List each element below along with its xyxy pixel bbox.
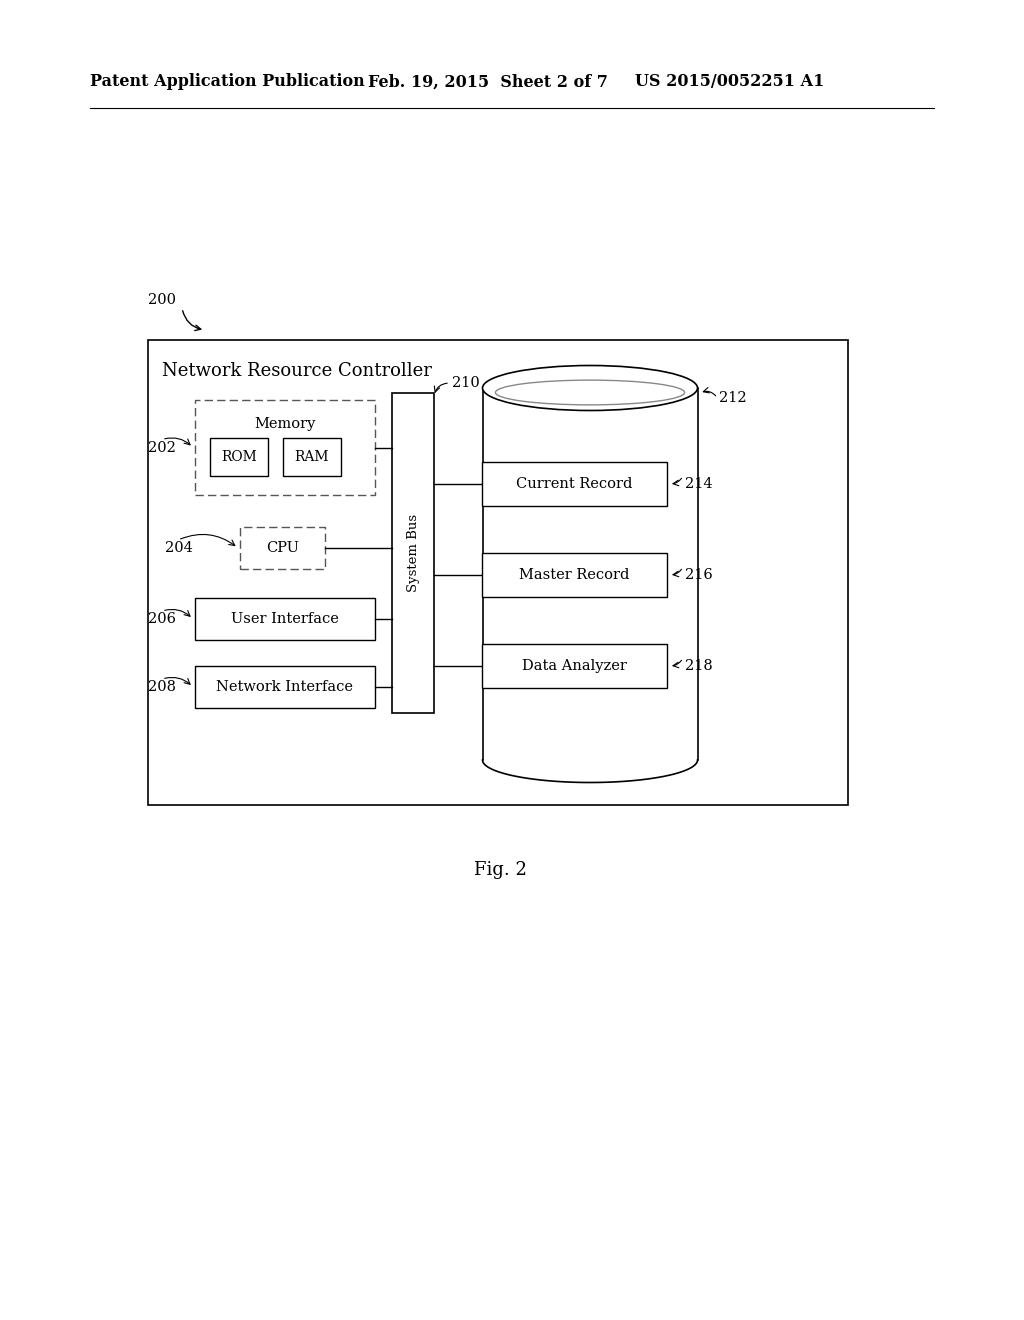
Text: RAM: RAM	[295, 450, 330, 465]
Bar	[195, 598, 375, 640]
Ellipse shape	[482, 366, 697, 411]
Text: 202: 202	[148, 441, 176, 454]
Text: User Interface: User Interface	[231, 612, 339, 626]
Text: Memory: Memory	[254, 417, 315, 432]
Text: 212: 212	[720, 391, 748, 405]
Text: Current Record: Current Record	[516, 477, 633, 491]
Text: Feb. 19, 2015  Sheet 2 of 7: Feb. 19, 2015 Sheet 2 of 7	[368, 74, 608, 91]
Text: 214: 214	[685, 477, 713, 491]
Text: 206: 206	[148, 612, 176, 626]
Bar	[482, 553, 667, 597]
Text: 210: 210	[452, 376, 480, 389]
Bar	[210, 438, 268, 477]
Bar	[195, 400, 375, 495]
Text: CPU: CPU	[266, 541, 299, 554]
Text: Patent Application Publication: Patent Application Publication	[90, 74, 365, 91]
Bar	[283, 438, 341, 477]
Text: System Bus: System Bus	[407, 513, 420, 593]
Text: Master Record: Master Record	[519, 568, 630, 582]
Text: 208: 208	[148, 680, 176, 694]
Bar	[148, 341, 848, 805]
Text: 204: 204	[165, 541, 193, 554]
Text: 218: 218	[685, 659, 713, 673]
Text: ROM: ROM	[221, 450, 257, 465]
Text: 200: 200	[148, 293, 176, 308]
Bar	[482, 411, 697, 760]
Text: 216: 216	[685, 568, 713, 582]
Text: Network Interface: Network Interface	[216, 680, 353, 694]
Text: US 2015/0052251 A1: US 2015/0052251 A1	[635, 74, 824, 91]
Bar	[392, 393, 434, 713]
Bar	[482, 644, 667, 688]
Bar	[240, 527, 325, 569]
Bar	[482, 462, 667, 506]
Text: Fig. 2: Fig. 2	[473, 861, 526, 879]
Text: Network Resource Controller: Network Resource Controller	[162, 362, 432, 380]
Text: Data Analyzer: Data Analyzer	[522, 659, 627, 673]
Bar	[195, 667, 375, 708]
